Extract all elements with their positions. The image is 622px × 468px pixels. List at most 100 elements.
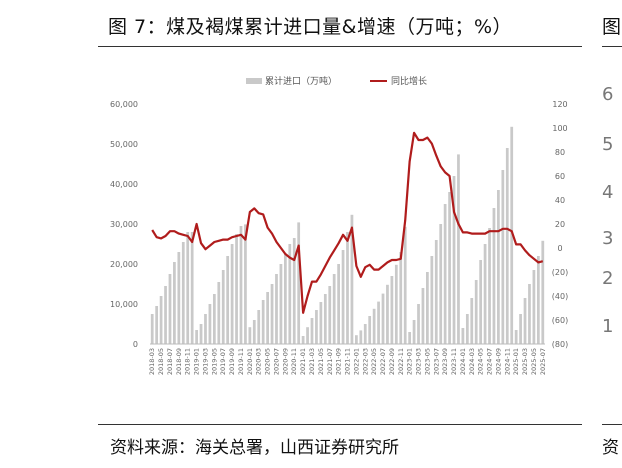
- bar: [390, 276, 394, 344]
- bar: [199, 324, 203, 344]
- x-tick-label: 2018-03: [148, 348, 156, 375]
- bar-series: [150, 126, 545, 344]
- x-tick-label: 2021-07: [326, 348, 334, 375]
- adjacent-axis-label: 1: [602, 316, 614, 337]
- bar: [150, 314, 154, 344]
- x-tick-label: 2019-01: [193, 348, 201, 375]
- bar: [465, 314, 469, 344]
- bar: [319, 302, 323, 344]
- left-y-tick-label: 20,000: [110, 260, 138, 269]
- x-tick-label: 2021-09: [335, 348, 343, 375]
- left-y-tick-label: 10,000: [110, 300, 138, 309]
- bar: [346, 232, 349, 344]
- bar: [474, 280, 478, 344]
- bar: [332, 274, 336, 344]
- adjacent-source-fragment: 资: [602, 438, 619, 458]
- bar: [505, 148, 509, 344]
- bar: [510, 126, 514, 344]
- bar: [488, 228, 491, 344]
- bar: [310, 318, 314, 344]
- left-y-tick-label: 50,000: [110, 140, 138, 149]
- x-tick-label: 2022-07: [379, 348, 387, 375]
- bar: [204, 314, 207, 344]
- bar: [403, 226, 407, 344]
- bar: [168, 274, 172, 344]
- x-tick-label: 2018-07: [166, 348, 174, 375]
- right-y-axis: 120 100 80 60 40 20 0 (20) (40) (60) (80): [552, 100, 568, 349]
- bar: [430, 256, 434, 344]
- bar: [497, 190, 500, 344]
- bar: [257, 310, 261, 344]
- bar: [355, 335, 358, 344]
- chart-legend: 累计进口（万吨） 同比增长: [246, 75, 427, 87]
- bar: [190, 232, 194, 344]
- x-tick-label: 2022-01: [352, 348, 360, 375]
- bar: [519, 314, 522, 344]
- x-tick-label: 2020-09: [281, 348, 289, 375]
- x-tick-label: 2022-03: [361, 348, 369, 375]
- bar: [426, 272, 429, 344]
- x-tick-label: 2023-11: [450, 348, 458, 375]
- left-y-tick-label: 60,000: [110, 100, 138, 109]
- x-tick-label: 2022-05: [370, 348, 378, 375]
- x-tick-label: 2023-05: [423, 348, 431, 375]
- source-note: 资料来源：海关总署，山西证券研究所: [110, 438, 399, 458]
- bar: [297, 222, 301, 344]
- right-y-tick-label: (20): [552, 268, 568, 277]
- x-tick-label: 2019-03: [201, 348, 209, 375]
- bar: [226, 256, 230, 344]
- bar: [248, 327, 252, 344]
- adjacent-axis-label: 5: [602, 134, 614, 155]
- x-tick-label: 2020-05: [264, 348, 272, 375]
- right-y-tick-label: 0: [557, 244, 562, 253]
- x-tick-label: 2018-09: [175, 348, 183, 375]
- bar: [541, 240, 545, 344]
- x-tick-label: 2024-03: [468, 348, 476, 375]
- bar: [399, 252, 403, 344]
- x-tick-label: 2022-11: [397, 348, 405, 375]
- bar: [457, 154, 460, 344]
- right-y-tick-label: (60): [552, 316, 568, 325]
- adjacent-axis-label: 4: [602, 182, 614, 203]
- bar: [417, 304, 420, 344]
- bar: [208, 304, 212, 344]
- adjacent-source-divider: [602, 424, 622, 425]
- bar: [341, 250, 345, 344]
- adjacent-title-divider: [602, 46, 622, 47]
- bar: [492, 208, 496, 344]
- bar: [301, 336, 305, 344]
- right-y-tick-label: (40): [552, 292, 568, 301]
- bar: [155, 306, 159, 344]
- x-axis-tick-labels: 2018-03 2018-05 2018-07 2018-09 2018-11 2019-…: [148, 348, 547, 375]
- legend-bar-label: 累计进口（万吨）: [265, 75, 337, 87]
- growth-line: [151, 131, 544, 314]
- bar: [279, 264, 283, 344]
- bar: [252, 320, 256, 344]
- bar: [164, 286, 167, 344]
- left-y-tick-label: 30,000: [110, 220, 138, 229]
- bar: [483, 244, 487, 344]
- x-tick-label: 2020-03: [255, 348, 263, 375]
- bar: [394, 264, 398, 344]
- adjacent-axis-label: 3: [602, 228, 614, 249]
- x-tick-label: 2024-01: [459, 348, 467, 375]
- bar: [315, 310, 318, 344]
- bar: [275, 274, 278, 344]
- bar: [386, 284, 389, 344]
- title-divider: [98, 46, 582, 47]
- x-tick-label: 2024-07: [486, 348, 494, 375]
- bar: [470, 298, 474, 344]
- bar: [368, 316, 372, 344]
- bar: [412, 320, 416, 344]
- x-tick-label: 2021-03: [308, 348, 316, 375]
- bar: [328, 286, 332, 344]
- x-tick-label: 2020-07: [272, 348, 280, 375]
- bar: [283, 254, 287, 344]
- bar: [377, 301, 380, 344]
- bar: [523, 298, 527, 344]
- bar: [288, 244, 292, 344]
- x-tick-label: 2024-05: [477, 348, 485, 375]
- x-tick-label: 2025-05: [530, 348, 538, 375]
- right-y-tick-label: 40: [555, 196, 565, 205]
- bar: [173, 262, 176, 344]
